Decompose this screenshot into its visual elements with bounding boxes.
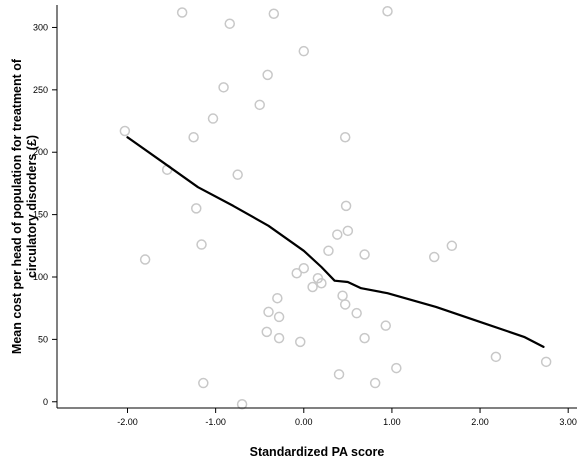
data-point — [196, 239, 207, 250]
y-ticks: 0 50 100 150 200 250 300 — [33, 22, 57, 407]
y-tick-label: 250 — [33, 85, 48, 95]
y-tick-label: 0 — [43, 397, 48, 407]
data-point — [307, 281, 318, 293]
data-point — [176, 7, 188, 18]
data-point — [268, 8, 280, 19]
y-tick-label: 50 — [38, 334, 48, 344]
data-point — [340, 200, 352, 212]
data-point — [218, 82, 229, 93]
data-point — [298, 263, 310, 274]
y-tick-label: 200 — [33, 147, 48, 157]
data-point — [273, 332, 285, 344]
data-point — [339, 299, 351, 310]
data-point — [382, 5, 393, 17]
data-point — [261, 326, 273, 338]
x-tick-label: 1.00 — [383, 417, 401, 427]
data-point — [490, 351, 502, 363]
data-point — [232, 169, 243, 180]
x-tick-label: -1.00 — [205, 417, 226, 427]
data-point — [359, 249, 370, 260]
data-point — [119, 125, 131, 137]
data-point — [273, 311, 285, 323]
data-point — [236, 399, 248, 410]
scatter-points — [119, 5, 552, 410]
data-point — [339, 132, 351, 143]
data-point — [139, 254, 151, 265]
data-point — [295, 336, 306, 348]
y-tick-label: 150 — [33, 210, 48, 220]
x-tick-label: 3.00 — [559, 417, 577, 427]
data-point — [332, 229, 343, 240]
data-point — [359, 332, 370, 344]
data-point — [391, 362, 402, 374]
x-ticks: -2.00 -1.00 0.00 1.00 2.00 3.00 — [117, 408, 577, 427]
data-point — [446, 240, 458, 252]
x-axis-title: Standardized PA score — [250, 445, 385, 459]
y-tick-label: 100 — [33, 272, 48, 282]
data-point — [263, 306, 274, 318]
x-tick-label: 0.00 — [295, 417, 313, 427]
y-axis-title-line-2: circulatory disorders (£) — [25, 135, 39, 278]
data-point — [291, 268, 302, 279]
x-tick-label: -2.00 — [117, 417, 138, 427]
y-axis-title: Mean cost per head of population for tre… — [10, 58, 39, 354]
y-axis-title-line-1: Mean cost per head of population for tre… — [10, 58, 24, 354]
data-point — [262, 69, 273, 81]
data-point — [298, 45, 310, 57]
data-point — [188, 132, 199, 143]
data-point — [380, 320, 391, 331]
data-point — [207, 113, 219, 124]
data-point — [272, 292, 283, 304]
y-tick-label: 300 — [33, 22, 48, 32]
data-point — [342, 225, 354, 237]
fit-curve — [126, 136, 545, 348]
data-point — [316, 277, 327, 289]
data-point — [323, 245, 334, 257]
data-point — [540, 356, 552, 368]
data-point — [198, 377, 209, 389]
x-tick-label: 2.00 — [471, 417, 489, 427]
data-point — [428, 251, 440, 263]
data-point — [369, 377, 381, 389]
data-point — [224, 18, 235, 29]
data-point — [351, 307, 362, 319]
data-point — [333, 369, 345, 380]
data-point — [337, 290, 348, 301]
data-point — [191, 203, 202, 214]
data-point — [254, 99, 265, 111]
